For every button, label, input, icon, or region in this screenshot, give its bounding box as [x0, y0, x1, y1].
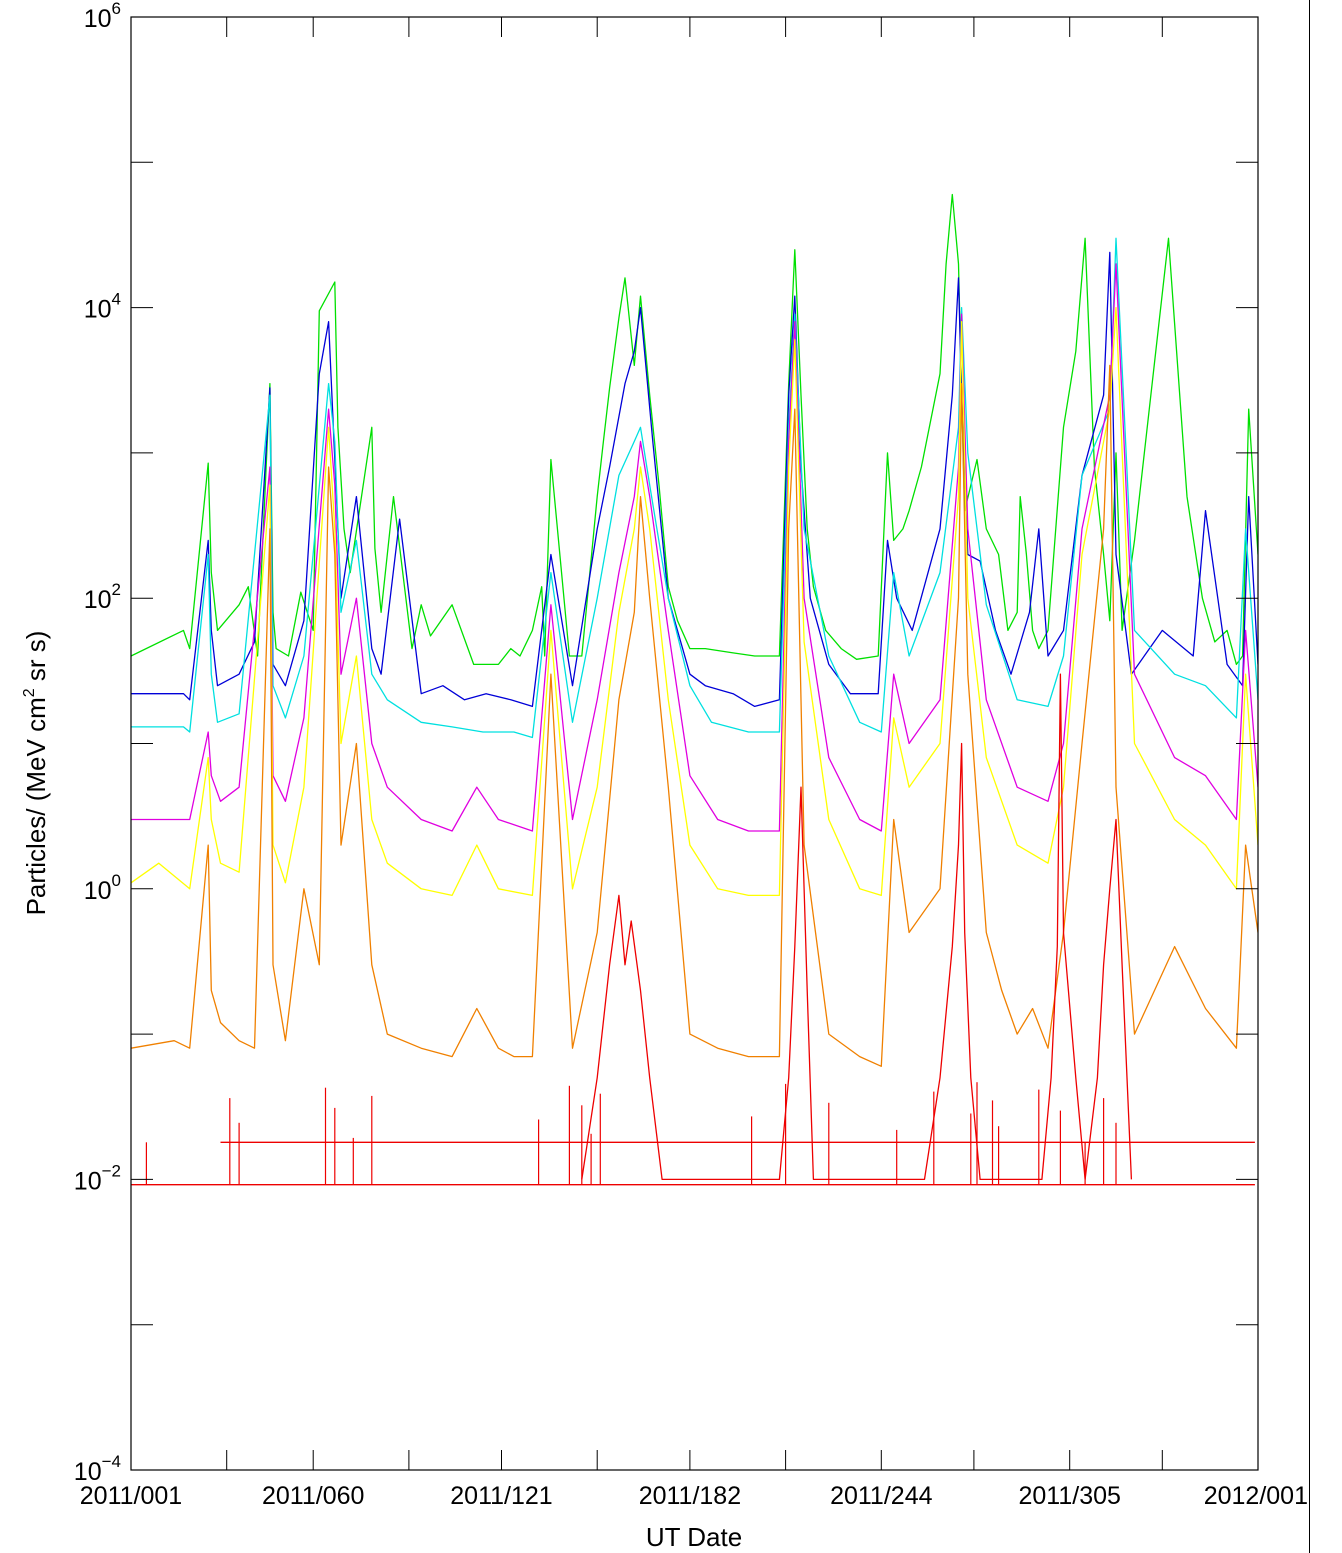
series-line-3: [131, 263, 1258, 832]
y-tick-label: 10−4: [74, 1452, 121, 1486]
y-tick-exponent: −2: [102, 1161, 121, 1180]
y-tick-base: 10: [74, 1167, 102, 1195]
x-tick-label: 2011/244: [830, 1482, 933, 1510]
x-tick-label: 2011/121: [450, 1482, 552, 1510]
series-line-2: [131, 237, 1258, 739]
y-tick-label: 100: [84, 871, 121, 905]
y-axis-title-suffix: sr s): [21, 631, 51, 689]
x-tick-labels: 2011/001 2011/060 2011/121 2011/182 2011/244…: [80, 1482, 1308, 1510]
x-tick-label: 2011/182: [639, 1482, 741, 1510]
x-tick-label: 2012/001: [1204, 1482, 1308, 1510]
axis-ticks: [130, 16, 1259, 1471]
series-line-6: [581, 673, 1133, 1181]
y-tick-base: 10: [84, 296, 112, 324]
y-tick-label: 106: [84, 0, 121, 33]
y-tick-exponent: 4: [112, 290, 121, 309]
y-tick-exponent: −4: [102, 1452, 121, 1471]
y-tick-label: 10−2: [74, 1161, 121, 1195]
series-line-5: [131, 364, 1258, 1067]
x-tick-label: 2011/305: [1018, 1482, 1120, 1510]
y-tick-base: 10: [84, 5, 112, 33]
y-tick-exponent: 6: [112, 0, 121, 18]
series-line-4: [131, 306, 1258, 897]
plot-border: [130, 16, 1259, 1471]
series-layer: [131, 193, 1258, 1186]
y-axis-title-exponent: 2: [21, 688, 38, 697]
y-tick-base: 10: [84, 586, 112, 614]
y-axis-title: Particles/ (MeV cm2 sr s): [21, 631, 51, 916]
x-tick-label: 2011/001: [80, 1482, 182, 1510]
series-line-1: [131, 251, 1258, 708]
right-border-rule: [1309, 0, 1310, 1553]
y-tick-label: 102: [84, 580, 121, 614]
x-axis-title: UT Date: [646, 1522, 742, 1552]
y-tick-label: 104: [84, 290, 121, 324]
x-tick-label: 2011/060: [262, 1482, 364, 1510]
series-line-0: [131, 193, 1258, 666]
y-tick-exponent: 0: [112, 871, 121, 890]
y-axis-title-prefix: Particles/ (MeV cm: [21, 697, 51, 915]
plot-area: [131, 193, 1258, 1186]
y-tick-base: 10: [84, 877, 112, 905]
y-tick-base: 10: [74, 1458, 102, 1486]
plot-frame: [130, 16, 1259, 1471]
y-tick-exponent: 2: [112, 580, 121, 599]
